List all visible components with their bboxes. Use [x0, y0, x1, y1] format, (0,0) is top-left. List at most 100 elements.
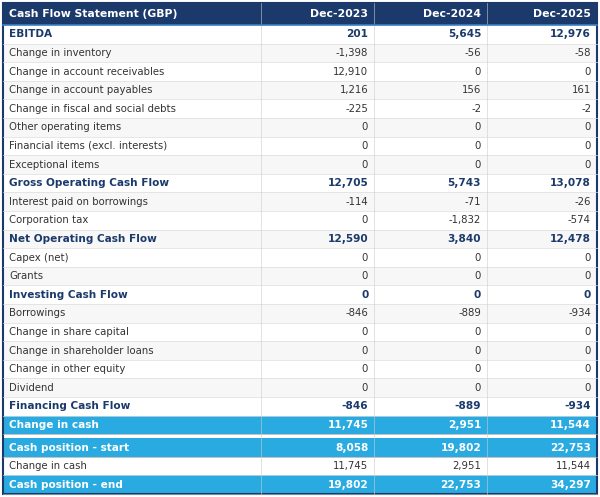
Text: 0: 0	[475, 383, 481, 393]
Bar	[262, 360, 374, 378]
Bar	[374, 248, 487, 267]
Text: 22,753: 22,753	[550, 442, 591, 452]
Bar	[487, 118, 597, 137]
Bar	[374, 415, 487, 434]
Bar	[3, 457, 262, 476]
Bar	[3, 25, 262, 44]
Bar	[487, 341, 597, 360]
Text: 0: 0	[362, 364, 368, 374]
Text: Change in account receivables: Change in account receivables	[9, 67, 164, 77]
Bar	[487, 62, 597, 81]
Text: Change in account payables: Change in account payables	[9, 85, 152, 95]
Text: 0: 0	[362, 160, 368, 169]
Bar	[487, 457, 597, 476]
Bar	[3, 360, 262, 378]
Text: 0: 0	[584, 364, 591, 374]
Text: -889: -889	[455, 401, 481, 412]
Bar	[374, 378, 487, 397]
Text: -2: -2	[581, 104, 591, 114]
Text: 13,078: 13,078	[550, 178, 591, 188]
Bar	[487, 99, 597, 118]
Bar	[374, 230, 487, 248]
Bar	[3, 81, 262, 99]
Text: Other operating items: Other operating items	[9, 122, 121, 132]
Bar	[262, 155, 374, 174]
Bar	[3, 174, 262, 192]
Bar	[262, 323, 374, 341]
Bar	[487, 323, 597, 341]
Bar	[3, 137, 262, 155]
Bar	[3, 415, 262, 434]
Text: 12,590: 12,590	[328, 234, 368, 244]
Text: Dividend: Dividend	[9, 383, 54, 393]
Bar	[374, 62, 487, 81]
Text: Dec-2023: Dec-2023	[310, 9, 368, 19]
Bar	[262, 304, 374, 323]
Text: 0: 0	[362, 383, 368, 393]
Text: -934: -934	[565, 401, 591, 412]
Text: Change in other equity: Change in other equity	[9, 364, 125, 374]
Text: 0: 0	[475, 67, 481, 77]
Bar	[374, 397, 487, 415]
Bar	[487, 3, 597, 25]
Bar	[262, 3, 374, 25]
Bar	[487, 438, 597, 457]
Bar	[262, 192, 374, 211]
Text: -114: -114	[346, 197, 368, 207]
Bar	[487, 378, 597, 397]
Bar	[487, 434, 597, 438]
Bar	[262, 174, 374, 192]
Text: 0: 0	[362, 141, 368, 151]
Bar	[262, 285, 374, 304]
Bar	[262, 81, 374, 99]
Bar	[262, 118, 374, 137]
Bar	[3, 323, 262, 341]
Text: -26: -26	[575, 197, 591, 207]
Text: 0: 0	[361, 290, 368, 300]
Bar	[487, 44, 597, 62]
Text: 5,743: 5,743	[448, 178, 481, 188]
Bar	[487, 174, 597, 192]
Text: 11,745: 11,745	[328, 420, 368, 430]
Text: 34,297: 34,297	[550, 480, 591, 490]
Text: 5,645: 5,645	[448, 29, 481, 39]
Bar	[374, 3, 487, 25]
Text: 2,951: 2,951	[452, 461, 481, 471]
Bar	[487, 285, 597, 304]
Text: 0: 0	[584, 160, 591, 169]
Bar	[374, 137, 487, 155]
Bar	[487, 415, 597, 434]
Bar	[487, 248, 597, 267]
Text: 2,951: 2,951	[448, 420, 481, 430]
Bar	[3, 438, 262, 457]
Text: Exceptional items: Exceptional items	[9, 160, 100, 169]
Bar	[262, 434, 374, 438]
Bar	[374, 323, 487, 341]
Text: Cash Flow Statement (GBP): Cash Flow Statement (GBP)	[9, 9, 178, 19]
Bar	[3, 434, 262, 438]
Text: 0: 0	[362, 345, 368, 355]
Bar	[374, 304, 487, 323]
Text: 0: 0	[475, 327, 481, 337]
Text: 11,544: 11,544	[550, 420, 591, 430]
Bar	[262, 476, 374, 494]
Text: 0: 0	[584, 141, 591, 151]
Bar	[3, 3, 262, 25]
Text: 19,802: 19,802	[328, 480, 368, 490]
Text: 0: 0	[584, 122, 591, 132]
Text: 0: 0	[362, 122, 368, 132]
Bar	[374, 155, 487, 174]
Text: 12,705: 12,705	[328, 178, 368, 188]
Bar	[374, 174, 487, 192]
Bar	[487, 25, 597, 44]
Text: Change in shareholder loans: Change in shareholder loans	[9, 345, 154, 355]
Bar	[374, 438, 487, 457]
Bar	[487, 397, 597, 415]
Bar	[3, 285, 262, 304]
Bar	[487, 267, 597, 285]
Text: -889: -889	[458, 308, 481, 318]
Text: Dec-2024: Dec-2024	[423, 9, 481, 19]
Bar	[487, 155, 597, 174]
Text: 0: 0	[584, 383, 591, 393]
Bar	[3, 211, 262, 230]
